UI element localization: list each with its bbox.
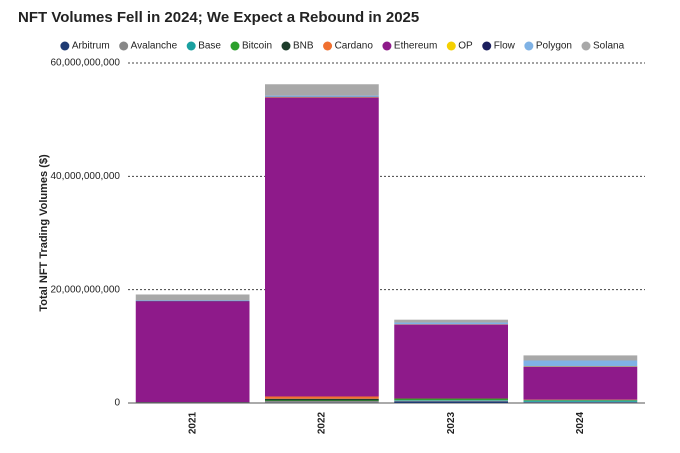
legend-label: Avalanche [131, 41, 178, 52]
bar-segment [523, 401, 638, 403]
x-tick-label: 2022 [317, 411, 328, 434]
bar-segment [394, 400, 508, 402]
x-tick-label: 2023 [446, 411, 457, 434]
y-axis-title: Total NFT Trading Volumes ($) [38, 154, 50, 312]
bar-segment [523, 355, 638, 361]
legend-label: Flow [494, 41, 516, 52]
legend-marker [119, 41, 129, 51]
bar-segment [394, 319, 508, 323]
bar-segment [523, 360, 638, 367]
y-tick-label: 40,000,000,000 [50, 171, 120, 182]
legend-label: OP [458, 41, 473, 52]
bar-segment [135, 300, 250, 301]
bar-segment [523, 400, 638, 402]
legend-label: Cardano [335, 41, 374, 52]
x-tick-label: 2024 [575, 411, 586, 434]
y-tick-label: 60,000,000,000 [50, 58, 120, 69]
bar-segment [394, 399, 508, 401]
legend-label: Base [198, 41, 221, 52]
legend-label: Ethereum [394, 41, 437, 52]
bar-segment [265, 97, 379, 397]
x-tick-label: 2021 [187, 411, 198, 434]
legend-label: Solana [593, 41, 625, 52]
bar-segment [394, 324, 508, 399]
y-tick-label: 0 [114, 398, 120, 409]
legend-marker [323, 41, 333, 51]
legend-label: Arbitrum [72, 41, 110, 52]
y-tick-label: 20,000,000,000 [50, 284, 120, 295]
legend-marker [482, 41, 492, 51]
legend-label: BNB [293, 41, 314, 52]
bar-segment [394, 322, 508, 325]
legend-marker [581, 41, 591, 51]
bar-segment [135, 402, 250, 403]
bar-segment [135, 300, 250, 302]
legend-marker [446, 41, 456, 51]
bar-segment [135, 294, 250, 301]
bar-segment [523, 366, 638, 400]
bar-segment [265, 401, 379, 403]
legend-marker [382, 41, 392, 51]
bar-segment [135, 301, 250, 403]
bar-segment [265, 400, 379, 402]
bar-segment [394, 398, 508, 400]
bar-segment [523, 400, 638, 401]
legend-label: Polygon [536, 41, 572, 52]
bar-segment [265, 84, 379, 96]
bar-segment [265, 396, 379, 399]
legend-label: Bitcoin [242, 41, 272, 52]
bar-segment [394, 401, 508, 403]
bar-segment [523, 402, 638, 403]
legend-marker [281, 41, 291, 51]
bar-segment [265, 398, 379, 401]
legend-marker [524, 41, 534, 51]
chart-title: NFT Volumes Fell in 2024; We Expect a Re… [18, 9, 419, 26]
legend-marker [60, 41, 70, 51]
legend: Arbitrum Avalanche Base Bitcoin BNB Cardano Et… [60, 41, 625, 52]
bar-segment [394, 400, 508, 401]
bar-segment [265, 95, 379, 97]
legend-marker [230, 41, 240, 51]
legend-marker [186, 41, 196, 51]
